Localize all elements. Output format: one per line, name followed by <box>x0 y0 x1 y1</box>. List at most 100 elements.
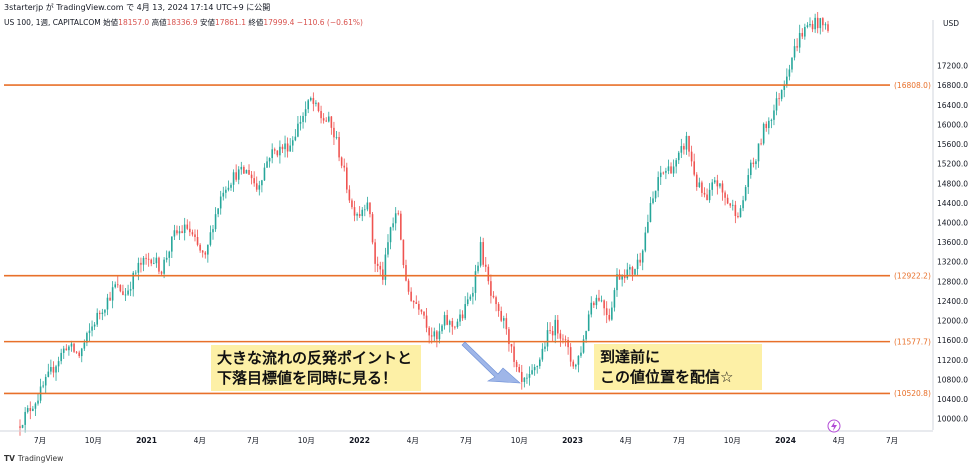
candle <box>670 162 672 174</box>
candle <box>315 100 317 107</box>
ohlc-low: 安値17861.1 <box>199 18 246 27</box>
candle <box>358 206 361 218</box>
candle <box>528 366 531 386</box>
candle <box>536 365 539 374</box>
candle <box>806 22 809 29</box>
candle <box>721 180 724 201</box>
candle <box>309 96 312 102</box>
candle <box>312 92 315 112</box>
candle <box>760 138 762 146</box>
candle <box>101 308 104 321</box>
candle <box>436 330 438 348</box>
candle <box>464 296 466 321</box>
candle <box>379 261 382 275</box>
candle <box>598 289 600 302</box>
x-tick-label: 7月 <box>34 436 46 445</box>
candle <box>201 250 204 258</box>
candle <box>364 204 366 217</box>
candle <box>73 342 75 353</box>
candle <box>654 190 657 203</box>
candle <box>575 363 577 370</box>
candle <box>140 257 142 273</box>
candle <box>593 301 595 309</box>
level-label: (16808.0) <box>894 81 931 90</box>
x-tick-label: 7月 <box>247 436 259 445</box>
candle <box>273 147 276 155</box>
candle <box>603 299 605 316</box>
candle <box>57 356 60 373</box>
level-label: (11577.7) <box>894 337 931 346</box>
candle <box>474 264 477 301</box>
candles-layer <box>19 12 829 436</box>
candle <box>106 293 109 316</box>
candle <box>515 359 518 372</box>
candle <box>680 138 683 159</box>
candle <box>276 150 279 158</box>
candle <box>677 150 680 164</box>
x-tick-label: 10月 <box>724 436 741 445</box>
candle <box>595 294 598 310</box>
y-tick-label: 15600.0 <box>937 140 968 149</box>
candle <box>402 239 405 269</box>
candle <box>217 208 219 218</box>
candle <box>811 20 814 33</box>
candle <box>438 323 441 344</box>
x-tick-label: 4月 <box>620 436 632 445</box>
candle <box>289 138 291 152</box>
candle <box>348 185 351 203</box>
candle <box>93 322 96 331</box>
left-note-line-1: 大きな流れの反発ポイントと <box>217 349 413 367</box>
candle <box>258 180 261 196</box>
candle <box>631 265 634 281</box>
candle <box>420 309 423 315</box>
y-tick-label: 15200.0 <box>937 160 968 169</box>
x-tick-label: 4月 <box>833 436 845 445</box>
candle <box>307 98 309 114</box>
candle <box>713 176 716 185</box>
candle <box>672 159 675 177</box>
candle <box>479 236 482 268</box>
candle <box>384 247 387 286</box>
candle <box>801 28 804 40</box>
candle <box>492 291 495 299</box>
annotation-arrow <box>461 341 521 384</box>
candle <box>793 38 796 61</box>
left-note-line-2: 下落目標値を同時に見る！ <box>217 369 398 387</box>
candle <box>816 12 819 34</box>
candle <box>351 198 353 210</box>
candle <box>611 301 613 321</box>
candle <box>518 364 521 373</box>
candle <box>482 237 484 267</box>
candle <box>268 157 271 168</box>
candle <box>554 315 557 344</box>
candle <box>641 249 644 271</box>
candle <box>271 143 273 164</box>
candle <box>225 186 227 199</box>
candle <box>410 287 412 302</box>
candle <box>116 276 119 288</box>
candle <box>657 171 659 198</box>
candle <box>757 143 760 168</box>
x-tick-label: 7月 <box>673 436 685 445</box>
candle <box>47 363 50 378</box>
candle <box>731 199 734 211</box>
candle <box>171 236 173 259</box>
candle <box>559 329 562 347</box>
candle <box>42 381 44 389</box>
candle <box>809 17 811 28</box>
candle <box>209 225 212 247</box>
candle <box>569 343 572 367</box>
candle <box>788 64 791 81</box>
candle <box>484 257 487 272</box>
candle <box>281 144 284 153</box>
candle <box>204 250 207 259</box>
candle <box>768 117 770 135</box>
candle <box>168 250 171 267</box>
candle <box>400 210 402 241</box>
candle <box>78 350 80 359</box>
y-tick-label: 12400.0 <box>937 297 968 306</box>
candle <box>261 179 263 193</box>
candle <box>451 317 454 335</box>
candle <box>531 364 533 375</box>
